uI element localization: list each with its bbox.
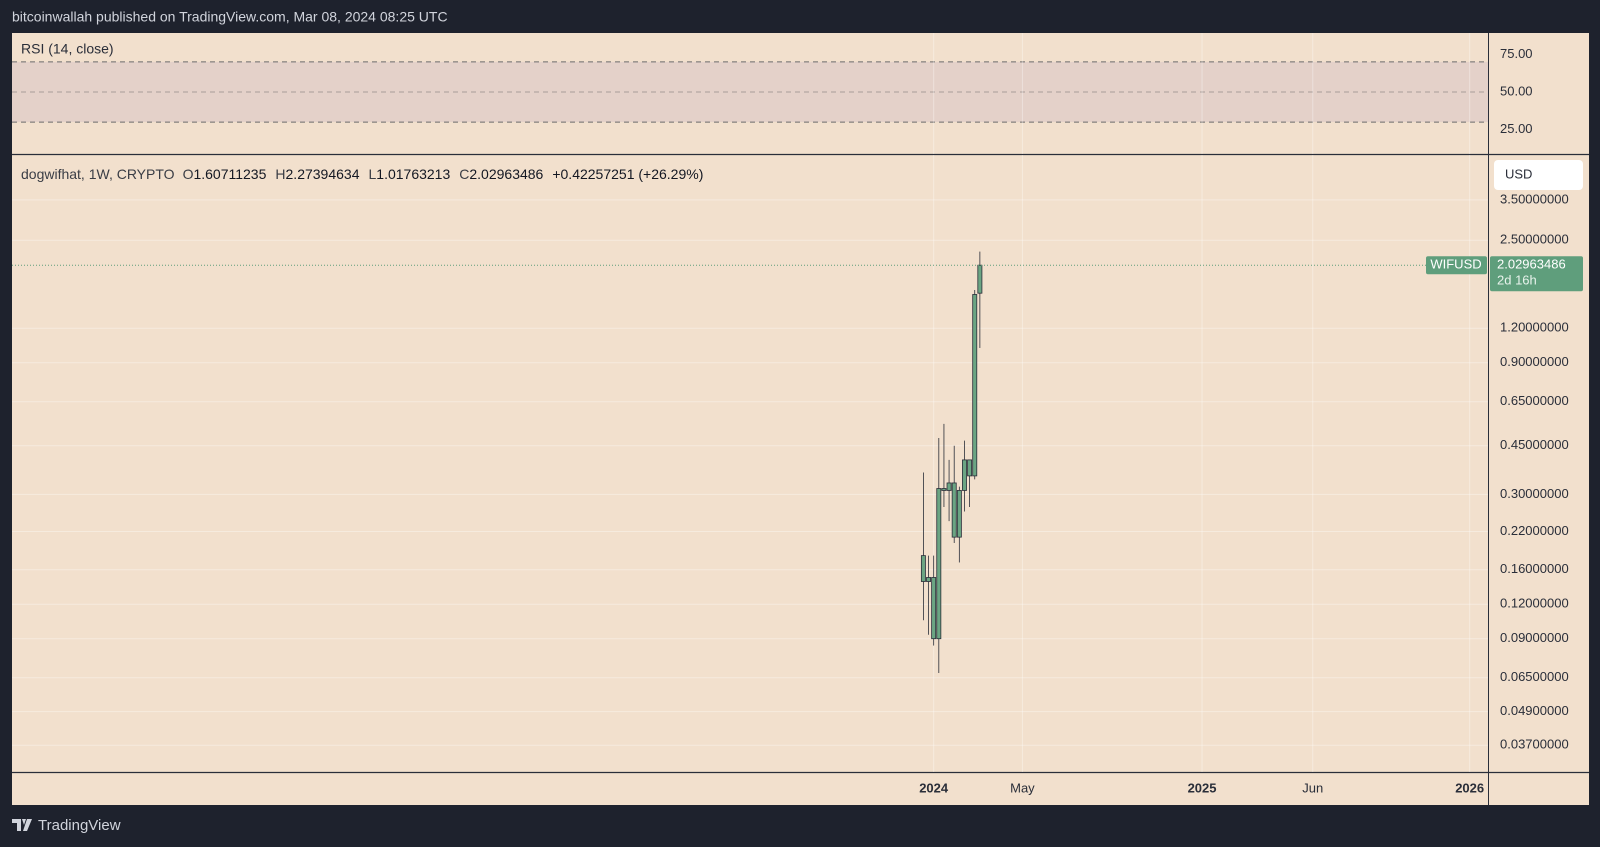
y-tick-label: 0.30000000	[1500, 486, 1569, 501]
y-tick-label: 0.45000000	[1500, 437, 1569, 452]
candle-body	[926, 577, 931, 582]
countdown-label: 2d 16h	[1497, 273, 1537, 288]
y-tick-label: 0.90000000	[1500, 354, 1569, 369]
chart-layer: 25.00 50.00 75.00 RSI (14, close) 0.03700000…	[12, 33, 1583, 795]
x-tick-label: Jun	[1302, 780, 1323, 795]
y-tick-label: 50.00	[1500, 83, 1533, 98]
y-tick-label: 3.50000000	[1500, 191, 1569, 206]
ohlc-prefix: L	[368, 166, 376, 182]
price-tag-label: 2.02963486	[1497, 257, 1566, 272]
ohlc-value: 1.60711235	[193, 166, 266, 182]
x-tick-label: 2026	[1455, 780, 1484, 795]
y-tick-label: 0.06500000	[1500, 669, 1569, 684]
y-tick-label: 0.04900000	[1500, 703, 1569, 718]
y-tick-label: 0.22000000	[1500, 523, 1569, 538]
ticker-label: WIFUSD	[1430, 257, 1481, 272]
y-tick-label: 0.16000000	[1500, 561, 1569, 576]
x-tick-label: May	[1010, 780, 1035, 795]
brand-name: TradingView	[38, 817, 121, 834]
candle-body	[956, 490, 962, 538]
x-tick-label: 2025	[1188, 780, 1217, 795]
candle-body	[951, 482, 957, 538]
y-tick-label: 1.20000000	[1500, 320, 1569, 335]
candle-body	[946, 482, 952, 491]
candle-body	[972, 294, 978, 477]
y-tick-label: 0.09000000	[1500, 630, 1569, 645]
ohlc-header: dogwifhat, 1W, CRYPTO O1.60711235 H2.27394…	[21, 166, 703, 182]
symbol: dogwifhat, 1W, CRYPTO	[21, 166, 175, 182]
change-label: +0.42257251 (+26.29%)	[552, 166, 703, 182]
price-tag	[1490, 256, 1583, 292]
currency-button[interactable]	[1494, 160, 1583, 190]
y-tick-label: 2.50000000	[1500, 232, 1569, 247]
y-tick-label: 0.65000000	[1500, 393, 1569, 408]
y-tick-label: 0.12000000	[1500, 596, 1569, 611]
ohlc-value: 1.01763213	[376, 166, 450, 182]
ohlc-prefix: O	[183, 166, 194, 182]
candle-body	[931, 577, 937, 640]
y-tick-label: 0.03700000	[1500, 737, 1569, 752]
brand-logo	[12, 819, 32, 831]
candle-body	[962, 459, 967, 491]
ohlc-value: 2.02963486	[469, 166, 543, 182]
ohlc-prefix: C	[459, 166, 469, 182]
candle-body	[920, 555, 926, 582]
ohlc-value: 2.27394634	[286, 166, 360, 182]
y-tick-label: 75.00	[1500, 46, 1533, 61]
candle-body	[977, 264, 983, 294]
x-tick-label: 2024	[919, 780, 949, 795]
logo-mark	[12, 819, 32, 831]
candle-body	[967, 459, 973, 477]
pane-title: RSI (14, close)	[21, 41, 114, 57]
y-tick-label: 25.00	[1500, 121, 1533, 136]
candle-body	[936, 488, 942, 640]
ticker-tag	[1426, 256, 1487, 275]
currency-label[interactable]: USD	[1505, 166, 1532, 181]
ohlc-prefix: H	[275, 166, 285, 182]
candle-body	[941, 488, 947, 491]
publish-info: bitcoinwallah published on TradingView.c…	[12, 9, 448, 25]
chart-area	[12, 33, 1589, 805]
